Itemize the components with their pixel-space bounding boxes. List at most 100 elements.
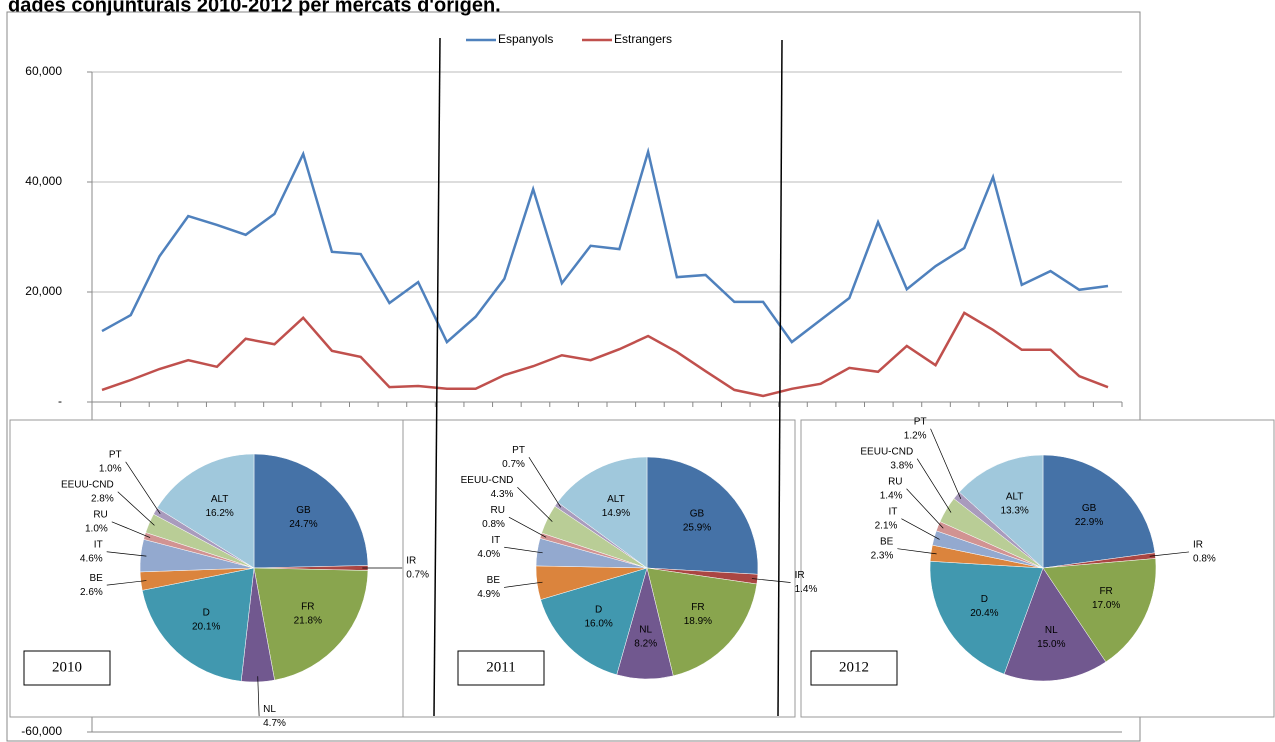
slice-label: EEUU-CND: [860, 446, 913, 457]
legend-label: Estrangers: [614, 32, 672, 46]
slice-label: NL: [639, 624, 652, 635]
slice-label: GB: [296, 505, 311, 516]
slice-value: 0.8%: [482, 519, 505, 530]
leader-line: [897, 548, 937, 555]
pie-title: 2011: [486, 659, 515, 675]
leader-line: [503, 581, 543, 588]
slice-value: 4.3%: [491, 489, 514, 500]
divider: [433, 37, 441, 717]
y-tick-label: 40,000: [25, 174, 62, 188]
leader-line: [125, 461, 161, 515]
slice-label: RU: [490, 505, 504, 516]
legend-label: Espanyols: [498, 32, 553, 46]
leader-line: [528, 457, 562, 508]
slice-value: 25.9%: [683, 522, 711, 533]
slice-value: 4.7%: [263, 718, 286, 729]
slice-value: 2.8%: [91, 493, 114, 504]
slice-label: ALT: [1006, 492, 1024, 503]
slice-label: BE: [89, 573, 103, 584]
slice-value: 14.9%: [602, 508, 630, 519]
leader-line: [111, 521, 151, 538]
pie-slice: [929, 561, 1044, 675]
slice-label: D: [595, 605, 602, 616]
slice-value: 20.4%: [970, 608, 998, 619]
leader-line: [117, 491, 155, 526]
slice-label: IT: [94, 539, 103, 550]
year-box: [457, 650, 545, 686]
slice-value: 1.4%: [880, 490, 903, 501]
leader-line: [906, 488, 944, 529]
slice-label: RU: [888, 476, 902, 487]
y-tick-label: 60,000: [25, 64, 62, 78]
pie-slice: [646, 456, 759, 575]
slice-label: NL: [1045, 625, 1058, 636]
pie-charts: GB 24.7% FR 21.8% D 20.1% ALT 16.2% IR 0.7% NL 4.7%…: [9, 416, 1275, 729]
year-box: [810, 650, 898, 686]
y-tick-label: 20,000: [25, 284, 62, 298]
series-line: [101, 311, 1109, 398]
slice-value: 18.9%: [684, 616, 712, 627]
y-tick-label: -60,000: [21, 724, 62, 738]
slice-value: 17.0%: [1092, 600, 1120, 611]
slice-value: 1.2%: [904, 430, 927, 441]
pie-slice: [646, 567, 758, 677]
leader-line: [106, 551, 147, 557]
leader-line: [517, 486, 553, 522]
slice-value: 2.6%: [80, 587, 103, 598]
slice-label: NL: [263, 704, 276, 715]
slice-label: IR: [1193, 540, 1203, 551]
slice-value: 22.9%: [1075, 517, 1103, 528]
slice-value: 16.2%: [205, 508, 233, 519]
slice-value: 3.8%: [890, 460, 913, 471]
slice-value: 13.3%: [1000, 506, 1028, 517]
slice-value: 16.0%: [584, 619, 612, 630]
slice-label: IR: [406, 556, 416, 567]
leader-line: [916, 458, 952, 513]
divider: [777, 39, 783, 717]
slice-label: EEUU-CND: [61, 479, 114, 490]
slice-label: EEUU-CND: [461, 475, 514, 486]
slice-value: 8.2%: [634, 638, 657, 649]
pie-slice: [1042, 454, 1156, 569]
slice-value: 1.4%: [795, 584, 818, 595]
slice-label: IT: [889, 506, 898, 517]
slice-value: 21.8%: [294, 615, 322, 626]
slice-value: 24.7%: [289, 519, 317, 530]
slice-label: FR: [301, 601, 314, 612]
pie-slice: [156, 453, 255, 569]
slice-value: 0.8%: [1193, 554, 1216, 565]
pie-slice: [958, 454, 1044, 569]
slice-value: 4.9%: [477, 589, 500, 600]
leader-line: [1149, 551, 1190, 557]
slice-value: 2.3%: [871, 550, 894, 561]
leader-line: [106, 580, 147, 586]
slice-value: 1.0%: [99, 463, 122, 474]
pie-slice: [1042, 558, 1157, 663]
slice-label: BE: [880, 536, 894, 547]
slice-label: GB: [1082, 503, 1097, 514]
slice-label: FR: [691, 602, 704, 613]
slice-value: 2.1%: [875, 520, 898, 531]
y-tick-label: -: [58, 394, 62, 408]
leader-line: [508, 516, 547, 538]
line-chart: 60,000 40,000 20,000 - -60,000 Espanyols Estra…: [21, 32, 1123, 738]
slice-value: 4.0%: [477, 549, 500, 560]
slice-label: PT: [512, 445, 525, 456]
leader-line: [751, 578, 791, 583]
pie-slice: [253, 453, 369, 569]
slice-value: 0.7%: [406, 570, 429, 581]
pie-title: 2010: [52, 659, 82, 675]
slice-label: D: [981, 594, 988, 605]
pie-slice: [1003, 567, 1107, 682]
slice-value: 15.0%: [1037, 639, 1065, 650]
slice-value: 4.6%: [80, 553, 103, 564]
slice-label: BE: [487, 575, 501, 586]
slice-label: ALT: [211, 494, 229, 505]
leader-line: [257, 676, 260, 717]
slice-value: 1.0%: [85, 523, 108, 534]
leader-line: [930, 428, 962, 500]
leader-line: [901, 518, 940, 540]
pie-title: 2012: [839, 659, 869, 675]
pie-slice: [141, 567, 255, 682]
